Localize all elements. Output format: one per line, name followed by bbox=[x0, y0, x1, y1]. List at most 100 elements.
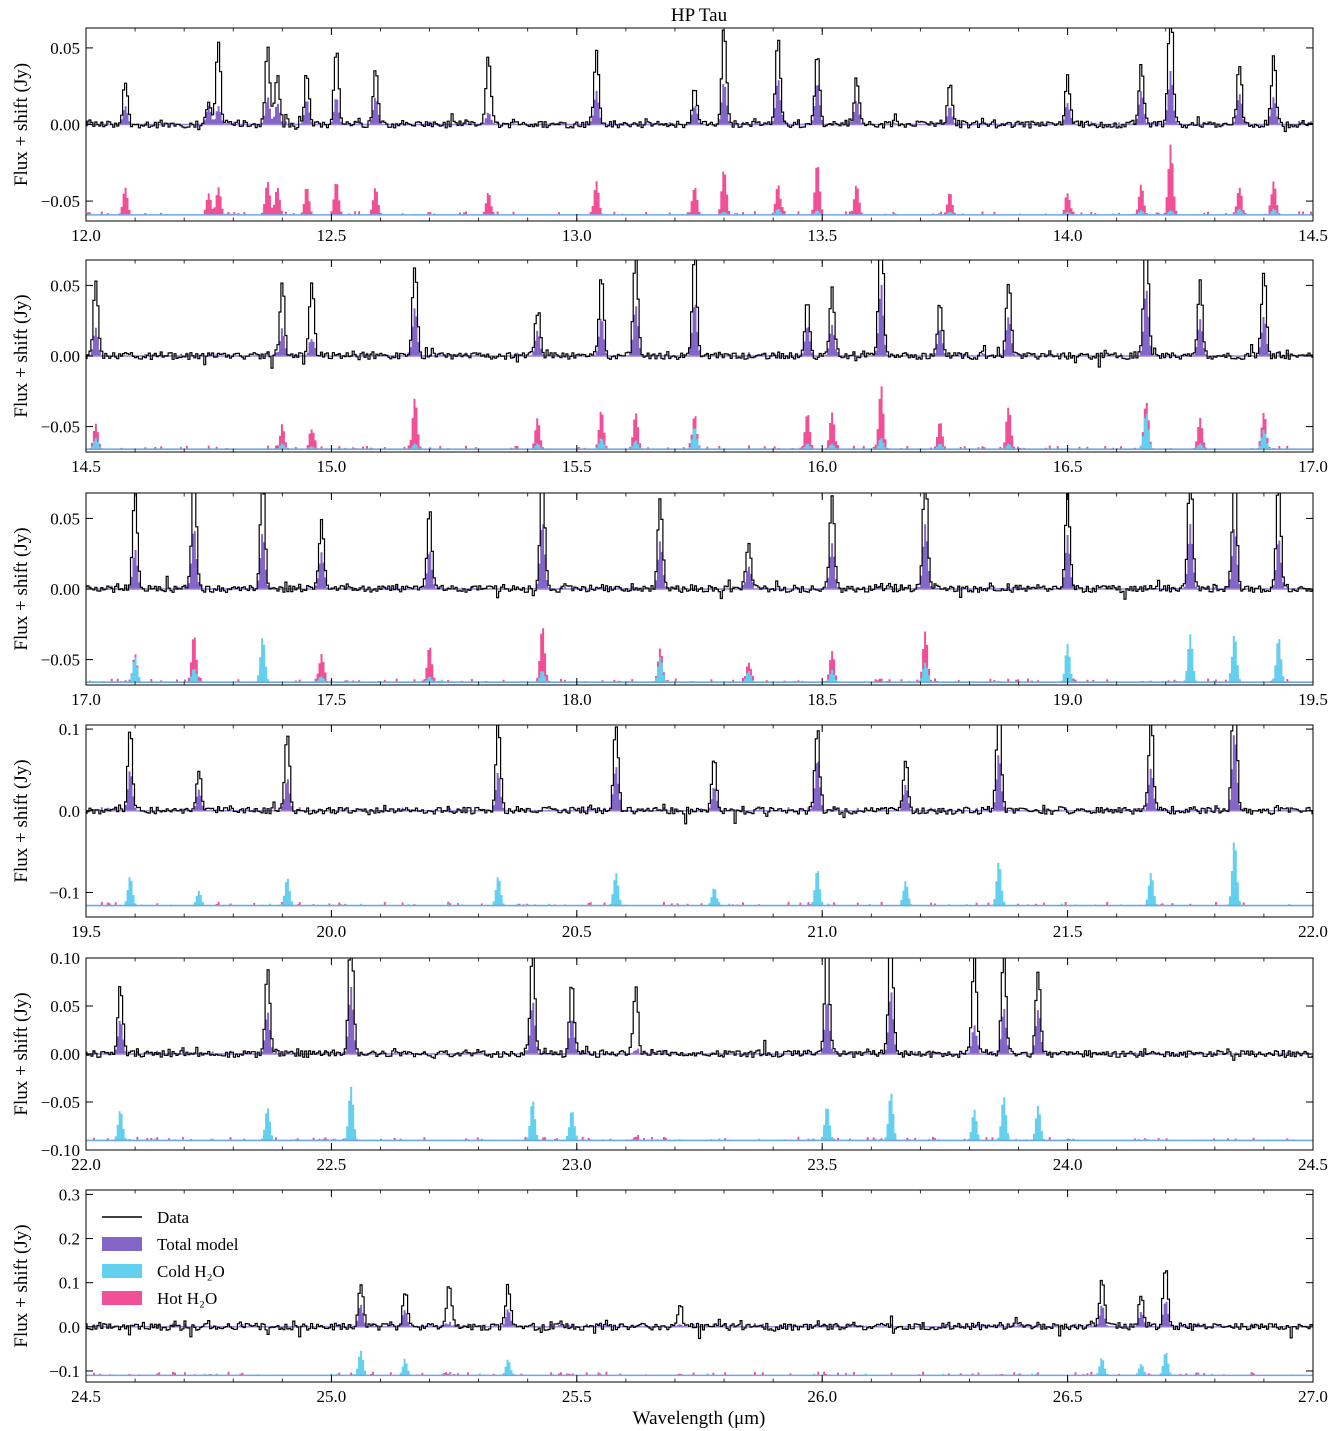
y-tick-label: −0.05 bbox=[41, 1093, 80, 1112]
cold-h2o-series bbox=[86, 208, 1313, 215]
data-series bbox=[86, 1270, 1313, 1340]
data-series bbox=[86, 493, 1313, 600]
legend: Data Total model Cold H₂O Hot H₂O bbox=[102, 1208, 239, 1308]
panel-3: 17.0 17.5 18.0 18.5 19.0 19.5 −0.05 0.00 0.05 Flu… bbox=[11, 492, 1328, 709]
x-tick-label: 24.5 bbox=[1298, 1155, 1328, 1174]
x-tick-label: 17.0 bbox=[71, 690, 101, 709]
x-tick-label: 19.0 bbox=[1053, 690, 1083, 709]
y-tick-label: −0.05 bbox=[41, 651, 80, 670]
y-tick-label: 0.2 bbox=[59, 1230, 80, 1249]
y-tick-label: 0.05 bbox=[50, 39, 80, 58]
y-tick-label: 0.00 bbox=[50, 1045, 80, 1064]
panel-frame bbox=[85, 1189, 1314, 1383]
data-series bbox=[86, 260, 1313, 369]
x-tick-label: 14.5 bbox=[1298, 226, 1328, 245]
cold-h2o-series bbox=[86, 413, 1313, 450]
y-tick-label: 0.00 bbox=[50, 347, 80, 366]
x-tick-label: 26.0 bbox=[807, 1387, 837, 1406]
total-model-series bbox=[86, 1301, 1313, 1327]
x-tick-label: 22.5 bbox=[317, 1155, 347, 1174]
plot-area bbox=[86, 725, 1313, 907]
legend-swatch bbox=[102, 1291, 142, 1305]
y-tick-label: −0.05 bbox=[41, 192, 80, 211]
plot-area bbox=[86, 493, 1313, 683]
legend-label: Cold H₂O bbox=[157, 1262, 225, 1281]
x-tick-label: 15.5 bbox=[562, 457, 592, 476]
x-tick-label: 20.5 bbox=[562, 922, 592, 941]
y-tick-label: 0.00 bbox=[50, 580, 80, 599]
y-axis-label: Flux + shift (Jy) bbox=[11, 1224, 32, 1347]
x-tick-label: 27.0 bbox=[1298, 1387, 1328, 1406]
y-axis-label: Flux + shift (Jy) bbox=[11, 992, 32, 1115]
x-tick-label: 25.5 bbox=[562, 1387, 592, 1406]
x-tick-label: 23.0 bbox=[562, 1155, 592, 1174]
x-tick-label: 26.5 bbox=[1053, 1387, 1083, 1406]
x-tick-label: 19.5 bbox=[1298, 690, 1328, 709]
plot-area bbox=[86, 260, 1313, 450]
x-tick-label: 13.0 bbox=[562, 226, 592, 245]
plot-area bbox=[86, 28, 1313, 216]
legend-entry: Data bbox=[102, 1208, 190, 1227]
total-model-series bbox=[86, 71, 1313, 125]
y-axis-label: Flux + shift (Jy) bbox=[11, 63, 32, 186]
data-series bbox=[86, 28, 1313, 133]
legend-label: Data bbox=[157, 1208, 190, 1227]
y-tick-label: 0.0 bbox=[59, 1318, 80, 1337]
chart-title: HP Tau bbox=[671, 5, 728, 26]
hot-h2o-series bbox=[86, 888, 1313, 906]
x-tick-label: 23.5 bbox=[807, 1155, 837, 1174]
legend-swatch bbox=[102, 1264, 142, 1278]
x-tick-label: 24.0 bbox=[1053, 1155, 1083, 1174]
x-tick-label: 14.0 bbox=[1053, 226, 1083, 245]
x-tick-label: 12.0 bbox=[71, 226, 101, 245]
panels-group: 12.0 12.5 13.0 13.5 14.0 14.5 −0.05 0.00 0.05 Flu… bbox=[11, 27, 1328, 1406]
hot-h2o-series bbox=[86, 628, 1313, 683]
legend-label: Hot H₂O bbox=[157, 1289, 217, 1308]
panel-4: 19.5 20.0 20.5 21.0 21.5 22.0 −0.1 0.0 0.1 Flux +… bbox=[11, 720, 1328, 941]
cold-h2o-series bbox=[86, 1086, 1313, 1141]
data-series bbox=[86, 958, 1313, 1061]
x-tick-label: 22.0 bbox=[1298, 922, 1328, 941]
y-tick-label: −0.05 bbox=[41, 418, 80, 437]
x-tick-label: 25.0 bbox=[317, 1387, 347, 1406]
cold-h2o-series bbox=[86, 1350, 1313, 1376]
x-tick-label: 18.0 bbox=[562, 690, 592, 709]
legend-entry: Hot H₂O bbox=[102, 1289, 217, 1308]
x-tick-label: 16.5 bbox=[1053, 457, 1083, 476]
data-series bbox=[86, 725, 1313, 825]
panel-frame bbox=[85, 724, 1314, 918]
cold-h2o-series bbox=[86, 634, 1313, 683]
y-tick-label: 0.05 bbox=[50, 276, 80, 295]
y-axis-label: Flux + shift (Jy) bbox=[11, 759, 32, 882]
total-model-series bbox=[86, 284, 1313, 356]
x-tick-label: 13.5 bbox=[807, 226, 837, 245]
panel-6: 24.5 25.0 25.5 26.0 26.5 27.0 −0.1 0.0 0.1 0.2 0.3… bbox=[11, 1185, 1328, 1406]
y-tick-label: 0.1 bbox=[59, 1274, 80, 1293]
x-tick-label: 16.0 bbox=[807, 457, 837, 476]
y-tick-label: 0.3 bbox=[59, 1185, 80, 1204]
x-tick-label: 21.0 bbox=[807, 922, 837, 941]
total-model-series bbox=[86, 735, 1313, 811]
y-tick-label: 0.05 bbox=[50, 509, 80, 528]
x-tick-label: 22.0 bbox=[71, 1155, 101, 1174]
cold-h2o-series bbox=[86, 842, 1313, 906]
x-tick-label: 17.5 bbox=[317, 690, 347, 709]
y-tick-label: 0.1 bbox=[59, 720, 80, 739]
x-tick-label: 14.5 bbox=[71, 457, 101, 476]
y-tick-label: 0.00 bbox=[50, 116, 80, 135]
plot-area bbox=[86, 958, 1313, 1142]
x-tick-label: 17.0 bbox=[1298, 457, 1328, 476]
y-tick-label: 0.05 bbox=[50, 997, 80, 1016]
legend-entry: Cold H₂O bbox=[102, 1262, 225, 1281]
y-tick-label: 0.10 bbox=[50, 949, 80, 968]
y-axis-label: Flux + shift (Jy) bbox=[11, 527, 32, 650]
legend-swatch bbox=[102, 1237, 142, 1251]
x-tick-label: 24.5 bbox=[71, 1387, 101, 1406]
x-tick-label: 19.5 bbox=[71, 922, 101, 941]
total-model-series bbox=[86, 987, 1313, 1054]
x-axis-label: Wavelength (μm) bbox=[633, 1408, 766, 1429]
panel-2: 14.5 15.0 15.5 16.0 16.5 17.0 −0.05 0.00 0.05 Flu… bbox=[11, 259, 1328, 476]
total-model-series bbox=[86, 524, 1313, 589]
hot-h2o-series bbox=[86, 144, 1313, 215]
